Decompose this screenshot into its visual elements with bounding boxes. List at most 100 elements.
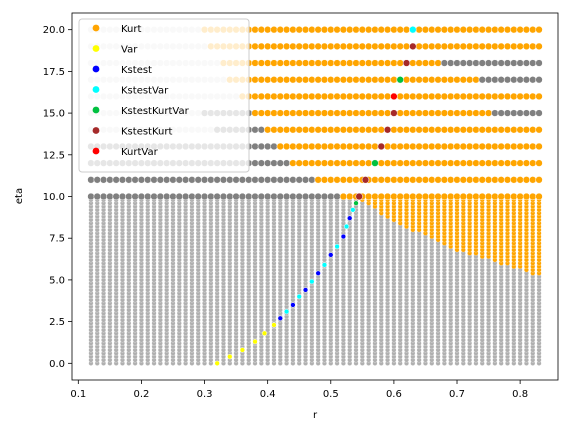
- grid-point: [465, 126, 474, 134]
- y-tick-label: 20.0: [43, 25, 65, 36]
- grid-point: [352, 26, 360, 34]
- grid-point: [295, 192, 303, 201]
- grid-point: [522, 142, 531, 151]
- y-tick-label: 17.5: [43, 67, 65, 78]
- grid-point: [409, 126, 417, 134]
- grid-point: [264, 192, 272, 201]
- grid-point: [264, 176, 272, 184]
- grid-point: [371, 59, 379, 67]
- grid-point: [194, 176, 202, 184]
- highlight-point-kstestkurt: [383, 126, 392, 134]
- grid-point: [522, 76, 531, 84]
- grid-point: [270, 59, 278, 67]
- grid-point: [383, 109, 392, 117]
- grid-point: [390, 26, 398, 34]
- grid-point: [131, 192, 139, 201]
- grid-point: [282, 159, 291, 167]
- grid-point: [264, 126, 272, 134]
- grid-point: [346, 59, 354, 67]
- y-tick-label: 7.5: [49, 234, 65, 245]
- grid-point: [377, 76, 385, 84]
- grid-point: [245, 176, 253, 184]
- grid-point: [491, 142, 499, 151]
- highlight-point-kstestvar: [409, 26, 417, 34]
- grid-point: [516, 109, 524, 117]
- grid-point: [447, 126, 455, 134]
- grid-point: [459, 26, 467, 34]
- grid-point: [238, 176, 247, 184]
- grid-point: [440, 142, 449, 151]
- grid-point: [459, 59, 467, 67]
- grid-point: [415, 76, 423, 84]
- grid-point: [516, 159, 524, 167]
- x-tick-label: 0.4: [260, 389, 276, 400]
- grid-point: [428, 192, 436, 201]
- grid-point: [491, 109, 499, 117]
- grid-point: [264, 109, 272, 117]
- grid-point: [453, 26, 461, 34]
- grid-point: [270, 176, 278, 184]
- grid-point: [333, 42, 341, 51]
- grid-point: [440, 176, 449, 184]
- grid-point: [213, 176, 221, 184]
- grid-point: [308, 109, 316, 117]
- grid-point: [327, 26, 335, 34]
- grid-point: [339, 26, 348, 34]
- grid-point: [251, 192, 259, 201]
- grid-point: [156, 192, 165, 201]
- grid-point: [516, 59, 524, 67]
- grid-point: [251, 59, 259, 67]
- grid-point: [428, 42, 436, 51]
- grid-point: [472, 76, 480, 84]
- grid-point: [465, 192, 474, 201]
- grid-point: [459, 176, 467, 184]
- grid-point: [465, 76, 474, 84]
- grid-point: [219, 192, 228, 201]
- grid-point: [440, 26, 449, 34]
- grid-point: [295, 109, 303, 117]
- grid-point: [346, 192, 354, 201]
- grid-point: [383, 192, 392, 201]
- grid-point: [491, 92, 499, 101]
- grid-point: [472, 92, 480, 101]
- grid-point: [409, 142, 417, 151]
- grid-point: [301, 26, 310, 34]
- grid-point: [484, 92, 493, 101]
- grid-point: [346, 26, 354, 34]
- highlight-point-kstestkurt: [361, 176, 370, 184]
- x-tick-label: 0.6: [386, 389, 402, 400]
- grid-point: [207, 176, 215, 184]
- legend-label: KstestVar: [121, 86, 169, 97]
- grid-point: [333, 26, 341, 34]
- grid-point: [270, 192, 278, 201]
- grid-point: [421, 42, 430, 51]
- grid-point: [529, 126, 537, 134]
- grid-point: [377, 159, 385, 167]
- grid-point: [409, 109, 417, 117]
- grid-point: [390, 159, 398, 167]
- grid-point: [409, 159, 417, 167]
- grid-point: [352, 142, 360, 151]
- grid-point: [491, 76, 499, 84]
- grid-point: [465, 26, 474, 34]
- grid-point: [535, 76, 543, 84]
- detection-point-kstestvar: [309, 278, 315, 285]
- grid-point: [295, 26, 303, 34]
- grid-point: [516, 176, 524, 184]
- grid-point: [346, 142, 354, 151]
- x-tick-label: 0.2: [133, 389, 149, 400]
- grid-point: [421, 92, 430, 101]
- grid-point: [415, 109, 423, 117]
- grid-point: [465, 92, 474, 101]
- legend-marker: [92, 106, 100, 114]
- grid-point: [396, 159, 404, 167]
- grid-point: [390, 76, 398, 84]
- grid-point: [383, 42, 392, 51]
- grid-point: [497, 126, 505, 134]
- grid-point: [421, 76, 430, 84]
- grid-point: [516, 142, 524, 151]
- grid-point: [144, 192, 152, 201]
- grid-point: [529, 92, 537, 101]
- grid-point: [270, 142, 278, 151]
- grid-point: [484, 42, 493, 51]
